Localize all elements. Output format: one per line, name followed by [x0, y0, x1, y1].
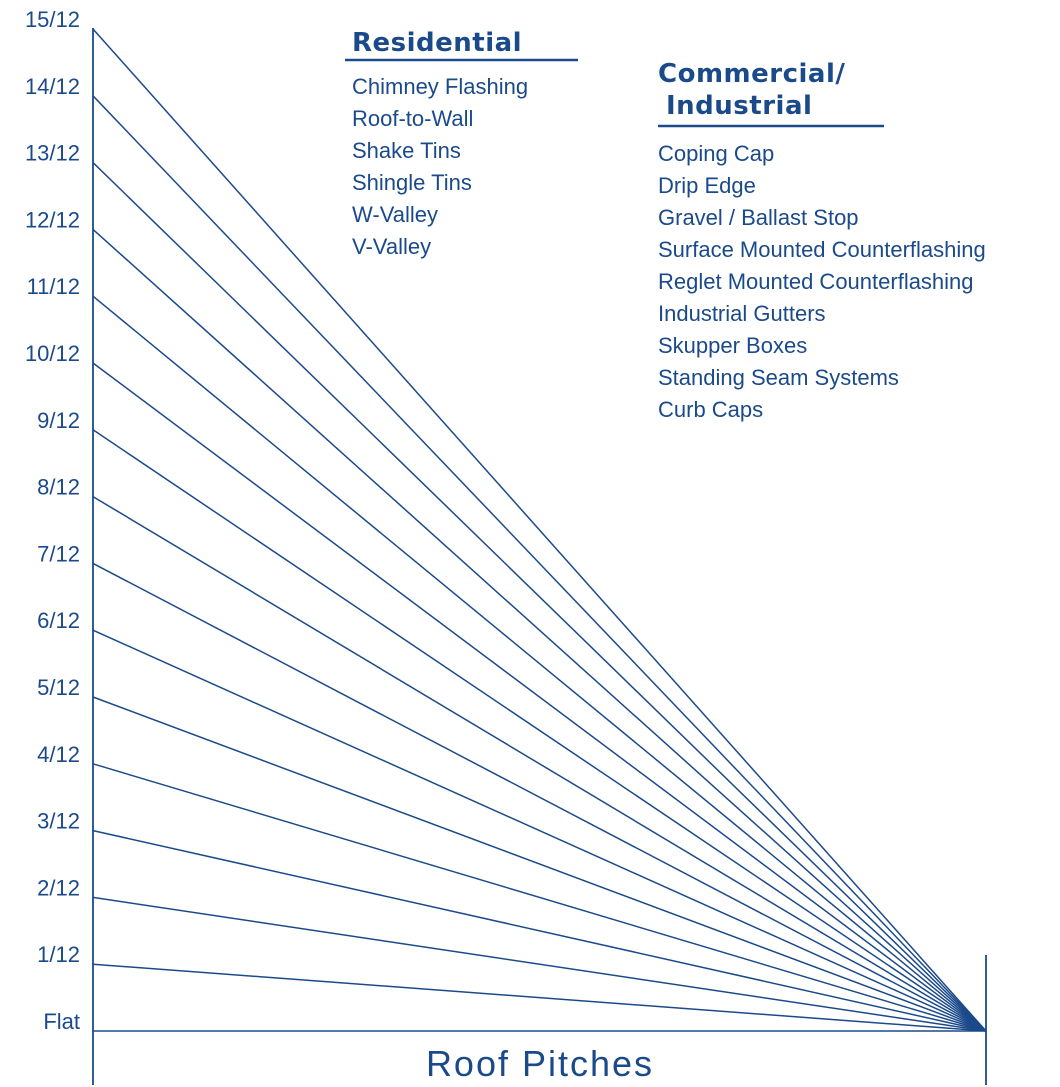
pitch-line-1-12 — [92, 963, 987, 1032]
residential-item: V-Valley — [352, 234, 432, 259]
commercial-item: Standing Seam Systems — [658, 365, 899, 390]
residential-heading: Residential — [352, 28, 522, 58]
pitch-label: 15/12 — [25, 7, 80, 32]
pitch-line-3-12 — [92, 829, 987, 1032]
residential-item: Shingle Tins — [352, 170, 472, 195]
pitch-line-10-12 — [92, 362, 987, 1032]
pitch-line-13-12 — [92, 162, 987, 1032]
commercial-heading-line1: Commercial/ — [658, 59, 845, 89]
commercial-item: Drip Edge — [658, 173, 756, 198]
pitch-label: 5/12 — [37, 675, 80, 700]
pitch-label: 10/12 — [25, 341, 80, 366]
pitch-label: 7/12 — [37, 541, 80, 566]
pitch-line-11-12 — [92, 295, 987, 1032]
residential-item: Shake Tins — [352, 138, 461, 163]
pitch-line-14-12 — [92, 95, 987, 1032]
pitch-label: 9/12 — [37, 408, 80, 433]
pitch-label: 14/12 — [25, 74, 80, 99]
pitch-label: Flat — [43, 1009, 80, 1034]
pitch-line-15-12 — [92, 28, 987, 1032]
residential-list: Chimney Flashing Roof-to-Wall Shake Tins… — [352, 71, 528, 263]
caption: Roof Pitches — [426, 1043, 654, 1084]
pitch-line-7-12 — [92, 562, 987, 1032]
pitch-line-12-12 — [92, 228, 987, 1032]
pitch-label: 12/12 — [25, 207, 80, 232]
residential-item: Chimney Flashing — [352, 74, 529, 99]
pitch-label: 1/12 — [37, 942, 80, 967]
pitch-label: 4/12 — [37, 742, 80, 767]
pitch-label: 2/12 — [37, 875, 80, 900]
commercial-item: Curb Caps — [658, 397, 764, 422]
commercial-heading-line2: Industrial — [666, 91, 812, 121]
pitch-label: 11/12 — [27, 274, 80, 299]
commercial-list: Coping Cap Drip Edge Gravel / Ballast St… — [658, 138, 986, 426]
pitch-line-9-12 — [92, 429, 987, 1032]
pitch-line-4-12 — [92, 763, 987, 1032]
pitch-lines — [92, 28, 987, 1032]
commercial-item: Reglet Mounted Counterflashing — [658, 269, 974, 294]
pitch-line-8-12 — [92, 495, 987, 1032]
pitch-line-6-12 — [92, 629, 987, 1032]
pitch-labels: Flat 1/12 2/12 3/12 4/12 5/12 6/12 7/12 8/12 9/12… — [25, 7, 80, 1034]
commercial-item: Industrial Gutters — [658, 301, 826, 326]
commercial-item: Coping Cap — [658, 141, 775, 166]
commercial-item: Gravel / Ballast Stop — [658, 205, 859, 230]
pitch-label: 3/12 — [37, 809, 80, 834]
residential-item: Roof-to-Wall — [352, 106, 474, 131]
pitch-label: 13/12 — [25, 141, 80, 166]
commercial-item: Skupper Boxes — [658, 333, 808, 358]
pitch-label: 6/12 — [37, 608, 80, 633]
commercial-item: Surface Mounted Counterflashing — [658, 237, 986, 262]
residential-item: W-Valley — [352, 202, 438, 227]
pitch-label: 8/12 — [37, 475, 80, 500]
pitch-line-5-12 — [92, 696, 987, 1032]
pitch-line-2-12 — [92, 896, 987, 1032]
